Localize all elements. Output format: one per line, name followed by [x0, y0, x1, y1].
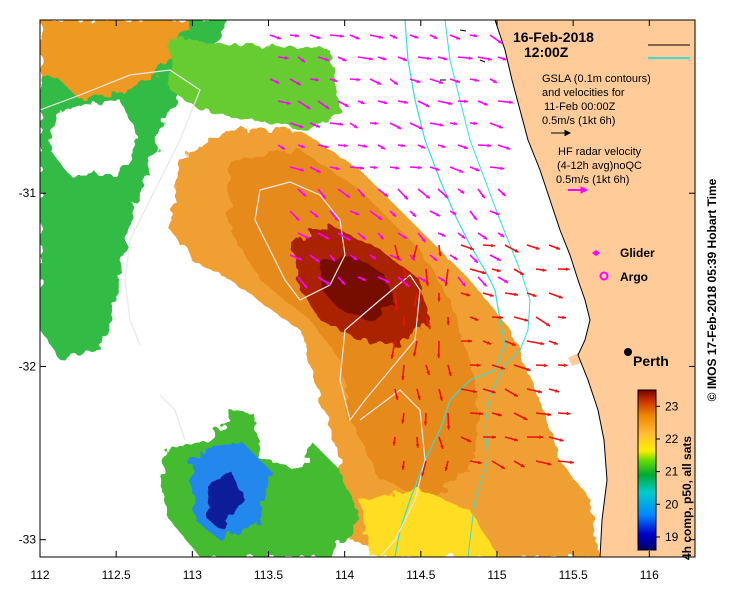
hf-legend: HF radar velocity (4-12h avg)noQC 0.5m/s… — [556, 146, 642, 186]
x-tick-label: 113 — [183, 568, 202, 582]
hf-legend-line1: HF radar velocity — [558, 146, 642, 158]
perth-label: Perth — [633, 353, 669, 369]
argo-label: Argo — [620, 270, 648, 284]
gsla-legend-line2: and velocities for — [542, 87, 625, 99]
x-tick-label: 112 — [30, 568, 49, 582]
perth-marker — [624, 348, 632, 356]
x-tick-label: 115.5 — [559, 568, 588, 582]
colorbar-tick-label: 21 — [665, 465, 679, 479]
colorbar-tick-label: 20 — [665, 497, 679, 511]
hf-legend-scale: 0.5m/s (1kt 6h) — [556, 174, 629, 186]
x-tick-label: 116 — [640, 568, 659, 582]
gsla-legend-scale: 0.5m/s (1kt 6h) — [542, 115, 615, 127]
colorbar-tick-label: 22 — [665, 432, 679, 446]
credit-stamp: © IMOS 17-Feb-2018 05:39 Hobart Time — [705, 179, 719, 402]
gsla-legend-line1: GSLA (0.1m contours) — [542, 73, 651, 85]
hf-legend-line2: (4-12h avg)noQC — [557, 160, 642, 172]
glider-label: Glider — [620, 246, 655, 260]
x-tick-label: 112.5 — [102, 568, 131, 582]
colorbar-tick-label: 23 — [665, 399, 679, 413]
colorbar — [638, 390, 656, 550]
gsla-legend-line3: 11-Feb 00:00Z — [544, 101, 616, 113]
x-tick-label: 113.5 — [254, 568, 283, 582]
y-tick-label: -32 — [19, 359, 37, 373]
map-time: 12:00Z — [524, 44, 569, 60]
y-tick-label: -33 — [19, 533, 37, 547]
x-tick-label: 115 — [487, 568, 506, 582]
x-tick-label: 114 — [335, 568, 354, 582]
colorbar-tick-label: 19 — [665, 530, 679, 544]
y-tick-label: -31 — [19, 186, 37, 200]
map-date: 16-Feb-2018 — [513, 29, 594, 45]
colorbar-title: 4h comp, p50, all sats — [680, 436, 694, 560]
x-tick-label: 114.5 — [406, 568, 435, 582]
